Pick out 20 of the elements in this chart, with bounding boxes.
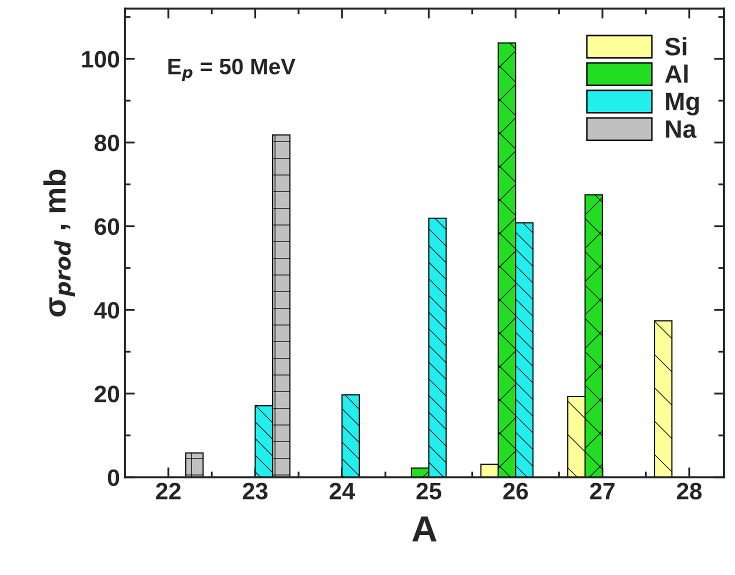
- x-tick-label: 28: [676, 482, 702, 500]
- legend-label: Mg: [666, 92, 699, 116]
- legend-label: Si: [665, 37, 686, 56]
- annotation: E$_{p}$ = 50 MeV: [168, 58, 296, 82]
- y-tick-label: 20: [94, 386, 120, 402]
- y-tick-label: 60: [94, 218, 120, 235]
- y-tick-label: 0: [108, 469, 120, 486]
- x-tick-label: 26: [503, 482, 528, 500]
- x-tick-label: 24: [330, 482, 355, 500]
- x-tick-label: 22: [156, 482, 181, 500]
- y-tick-label: 100: [82, 50, 120, 68]
- legend-label: Al: [665, 64, 688, 83]
- x-axis-title: A: [412, 516, 437, 542]
- x-tick-label: 25: [416, 482, 442, 500]
- x-tick-label: 23: [242, 482, 268, 500]
- y-axis-title: σ$_{prod}$ , mb: [43, 170, 75, 316]
- x-tick-label: 27: [590, 482, 615, 500]
- legend-label: Na: [666, 120, 697, 138]
- y-tick-label: 80: [94, 134, 120, 152]
- y-tick-label: 40: [94, 302, 120, 319]
